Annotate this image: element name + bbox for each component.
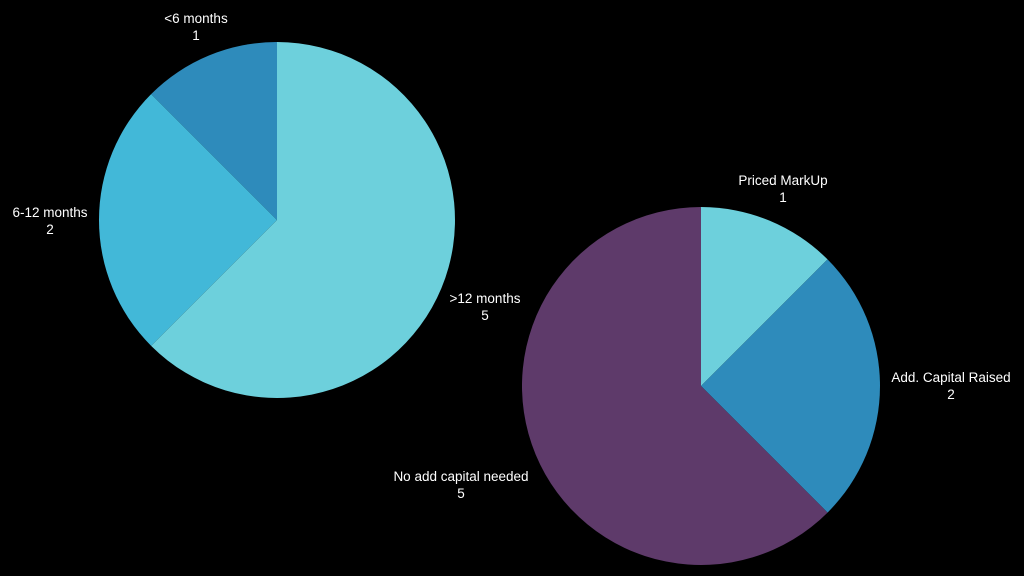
slice-label-6-12-months: 6-12 months 2 [12,205,87,237]
slice-label-name: <6 months [164,11,228,26]
pie-slice-no-add-capital-needed [521,207,828,565]
pie-slice-6-months [151,42,277,220]
slice-label-no-add-capital-needed: No add capital needed 5 [393,469,528,501]
pie-slice-12-months [151,42,455,398]
slice-label-name: 6-12 months [12,205,87,220]
slice-label-name: >12 months [450,291,521,306]
slice-label-name: Priced MarkUp [738,173,827,188]
slice-label-value: 1 [779,190,787,205]
slice-label-value: 2 [947,387,955,402]
slice-label-value: 5 [481,308,489,323]
pie-slice-6-12-months [98,94,278,346]
pie-chart-2: Priced MarkUp 1 Add. Capital Raised 2 No add… [393,173,1011,565]
slice-label-value: 5 [457,486,465,501]
slice-label-name: No add capital needed [393,469,528,484]
slice-label-value: 2 [46,222,54,237]
pie-slice-priced-markup [701,207,828,386]
slice-label-name: Add. Capital Raised [891,370,1010,385]
slice-label-priced-markup: Priced MarkUp 1 [738,173,827,205]
slice-label-6-months: <6 months 1 [164,11,228,43]
pie-chart-1: <6 months 1 6-12 months 2 >12 months 5 [12,11,521,398]
pie-slice-add-capital-raised [701,259,880,513]
slice-label-12-months: >12 months 5 [450,291,521,323]
slice-label-value: 1 [192,28,200,43]
slice-label-add-capital-raised: Add. Capital Raised 2 [891,370,1010,402]
